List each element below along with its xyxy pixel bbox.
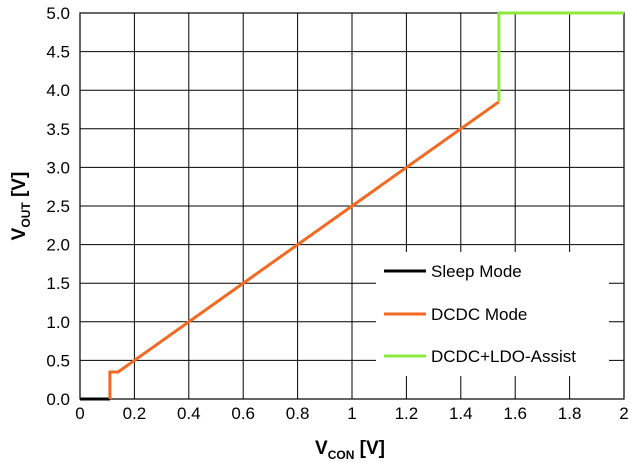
legend-label: DCDC Mode bbox=[431, 305, 527, 324]
x-tick-labels: 0 0.2 0.4 0.6 0.8 1 1.2 1.4 1.6 1.8 2 bbox=[75, 404, 628, 423]
x-tick-label: 0.4 bbox=[177, 404, 201, 423]
y-tick-label: 0.5 bbox=[46, 351, 70, 370]
y-axis-title: VOUT [V] bbox=[9, 172, 33, 241]
x-tick-label: 1.6 bbox=[503, 404, 527, 423]
series-line-dcdc-mode bbox=[108, 100, 500, 399]
y-tick-label: 4.0 bbox=[46, 81, 70, 100]
y-tick-label: 1.0 bbox=[46, 313, 70, 332]
x-tick-label: 1 bbox=[347, 404, 356, 423]
series-lines bbox=[80, 11, 624, 401]
x-axis-title: VCON [V] bbox=[315, 438, 385, 462]
x-tick-label: 0.2 bbox=[123, 404, 147, 423]
x-tick-label: 1.2 bbox=[395, 404, 419, 423]
legend-label: Sleep Mode bbox=[431, 262, 522, 281]
series-line-dcdc-ldo-assist bbox=[497, 11, 624, 102]
y-tick-label: 0.0 bbox=[46, 390, 70, 409]
y-tick-label: 2.0 bbox=[46, 236, 70, 255]
y-tick-label: 3.5 bbox=[46, 120, 70, 139]
y-tick-label: 1.5 bbox=[46, 274, 70, 293]
x-tick-label: 1.8 bbox=[558, 404, 582, 423]
plot-frame bbox=[79, 12, 625, 400]
y-tick-label: 3.0 bbox=[46, 158, 70, 177]
x-tick-label: 1.4 bbox=[449, 404, 473, 423]
legend-label: DCDC+LDO-Assist bbox=[431, 347, 576, 366]
x-tick-label: 0 bbox=[75, 404, 84, 423]
x-tick-label: 0.6 bbox=[231, 404, 255, 423]
y-tick-labels: 0.0 0.5 1.0 1.5 2.0 2.5 3.0 3.5 4.0 4.5 5.0 bbox=[46, 4, 70, 409]
y-tick-label: 5.0 bbox=[46, 4, 70, 23]
x-tick-label: 2 bbox=[619, 404, 628, 423]
y-tick-label: 4.5 bbox=[46, 43, 70, 62]
x-tick-label: 0.8 bbox=[286, 404, 310, 423]
legend: Sleep Mode DCDC Mode DCDC+LDO-Assist bbox=[376, 252, 609, 376]
y-tick-label: 2.5 bbox=[46, 197, 70, 216]
